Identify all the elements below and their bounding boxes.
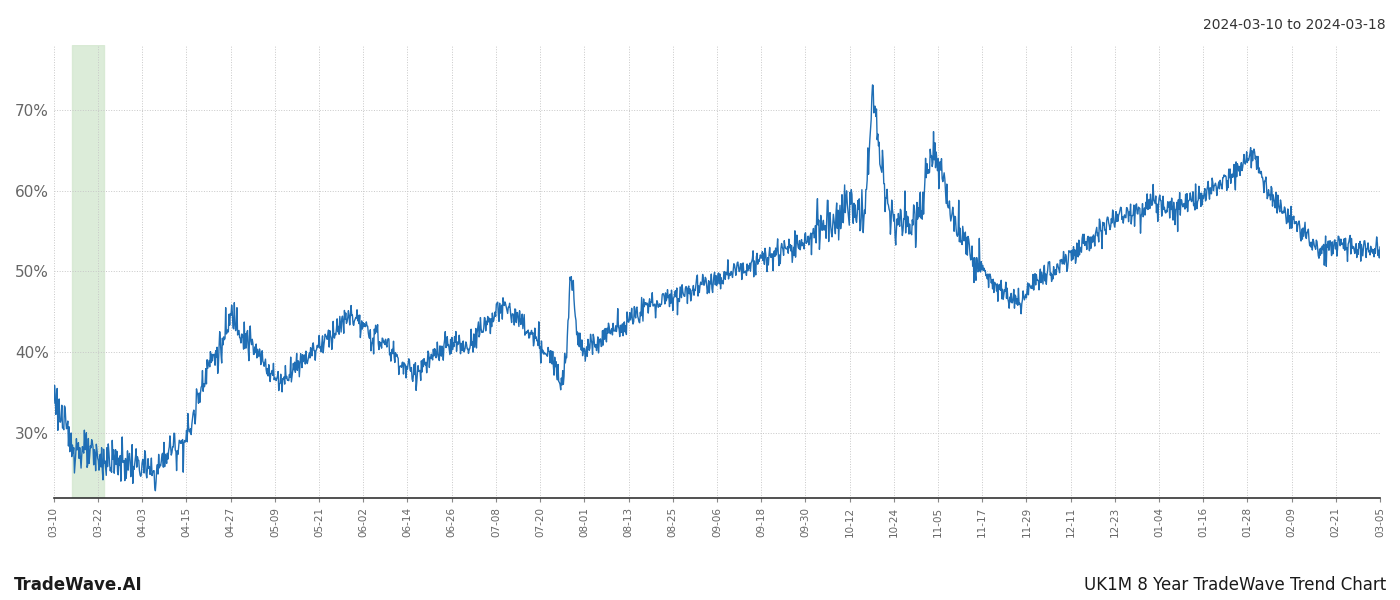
- Text: TradeWave.AI: TradeWave.AI: [14, 576, 143, 594]
- Text: UK1M 8 Year TradeWave Trend Chart: UK1M 8 Year TradeWave Trend Chart: [1084, 576, 1386, 594]
- Text: 2024-03-10 to 2024-03-18: 2024-03-10 to 2024-03-18: [1204, 18, 1386, 32]
- Bar: [73, 45, 104, 498]
